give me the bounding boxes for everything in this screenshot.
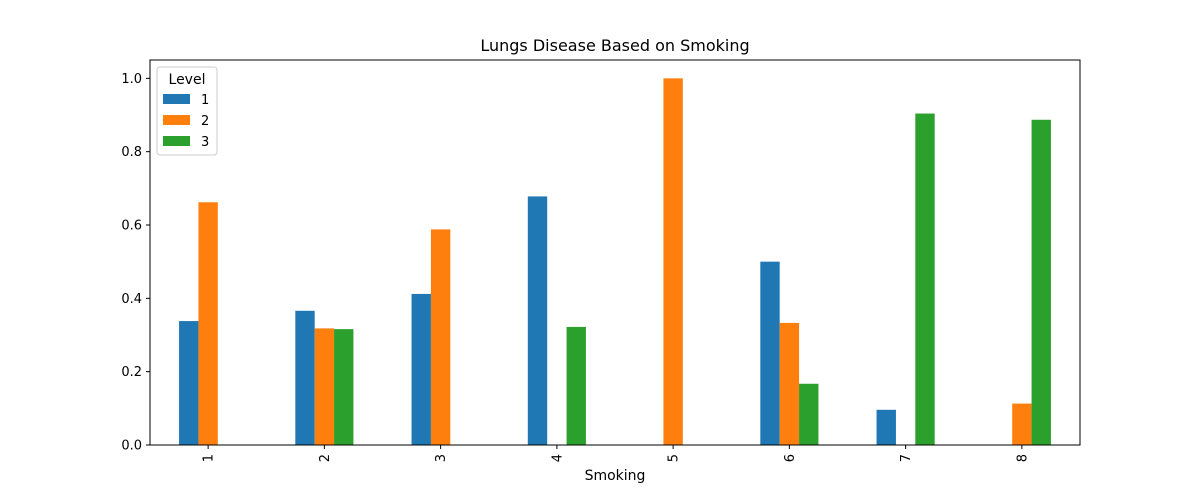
legend-label: 2 [201,114,209,129]
x-tick-label: 7 [899,454,914,462]
bar-level-3-smoking-8 [1031,119,1051,446]
x-axis-label: Smoking [585,468,646,484]
bar-level-2-smoking-8 [1012,403,1032,445]
bar-level-3-smoking-4 [566,326,586,445]
legend-swatch [163,94,190,104]
chart-title: Lungs Disease Based on Smoking [480,36,749,55]
y-axis: 0.0 0.2 0.4 0.6 0.8 1.0 [121,72,150,454]
y-tick-label: 1.0 [121,72,142,87]
bar-level-3-smoking-2 [334,329,354,445]
legend: Level 1 2 3 [156,66,218,156]
legend-label: 1 [201,93,209,108]
bar-level-3-smoking-7 [915,113,935,445]
y-tick-label: 0.8 [121,145,142,160]
bar-level-1-smoking-3 [411,293,431,445]
y-tick-label: 0.4 [121,292,142,307]
x-tick-label: 4 [550,454,565,462]
bar-level-1-smoking-4 [527,196,548,445]
x-tick-label: 8 [1015,454,1030,462]
bar-level-1-smoking-6 [760,261,780,445]
x-tick-label: 6 [783,454,798,462]
bar-level-1-smoking-2 [295,310,315,445]
y-tick-label: 0.2 [121,365,142,380]
y-tick-label: 0.0 [121,439,142,454]
legend-swatch [163,136,190,146]
bar-level-2-smoking-3 [430,229,451,445]
legend-label: 3 [201,135,209,150]
legend-items: 1 2 3 [163,93,209,150]
x-tick-label: 1 [202,454,217,462]
y-tick-label: 0.6 [121,219,142,234]
legend-swatch [163,115,190,125]
x-tick-label: 5 [667,454,682,462]
x-tick-label: 3 [434,454,449,462]
plot-frame [149,59,1081,446]
bar-level-2-smoking-2 [314,328,335,445]
legend-box [156,66,218,156]
bar-level-2-smoking-6 [779,322,800,445]
bar-level-3-smoking-6 [799,383,819,445]
legend-title: Level [169,72,206,88]
x-tick-label: 2 [318,454,333,462]
x-axis: 1 2 3 4 5 6 7 8 [202,445,1030,462]
bar-level-1-smoking-7 [876,409,896,445]
bar-level-2-smoking-1 [198,202,218,445]
bar-level-1-smoking-1 [179,321,199,445]
bars-layer [179,78,1051,446]
bar-level-2-smoking-5 [663,78,683,445]
